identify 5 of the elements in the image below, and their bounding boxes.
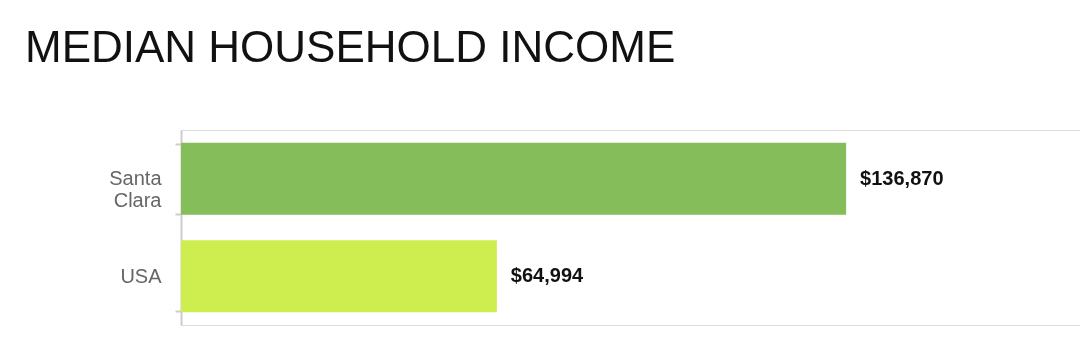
y-tick-label: Santa Clara xyxy=(109,167,163,212)
y-tick-label: USA xyxy=(120,264,163,287)
data-label: $64,994 xyxy=(510,264,585,287)
chart-title: MEDIAN HOUSEHOLD INCOME xyxy=(25,22,676,71)
data-label: $136,870 xyxy=(860,166,944,189)
